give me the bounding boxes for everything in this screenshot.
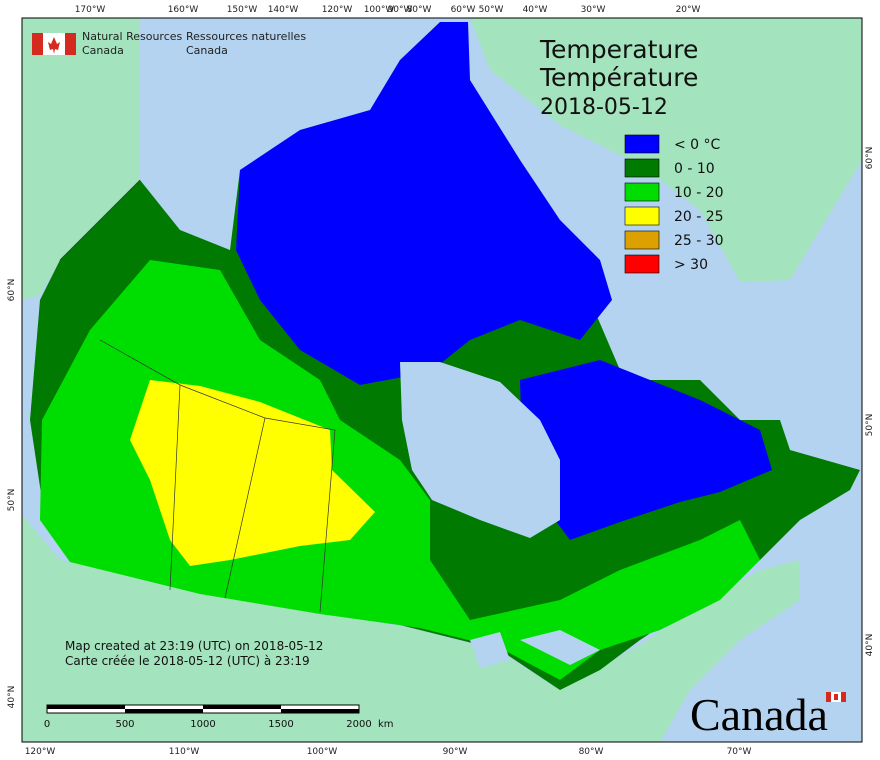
- legend-label: > 30: [674, 257, 708, 273]
- legend-label: 10 - 20: [674, 185, 724, 201]
- legend-swatch: [624, 230, 660, 250]
- flag-bar: [32, 33, 43, 55]
- org-en: Canada: [82, 44, 124, 57]
- graticule-label-left: 50°N: [7, 489, 17, 512]
- legend-label: 25 - 30: [674, 233, 724, 249]
- greenland: [470, 18, 862, 282]
- credits: Map created at 23:19 (UTC) on 2018-05-12…: [65, 639, 323, 668]
- canada-zone-below-0-arctic: [236, 22, 612, 385]
- credit-en: Map created at 23:19 (UTC) on 2018-05-12: [65, 639, 323, 653]
- scale-bar-segment: [203, 705, 281, 709]
- great-lakes: [470, 630, 600, 668]
- graticule-label-top: 170°W: [75, 5, 106, 15]
- org-fr: Canada: [186, 44, 228, 57]
- flag-leaf: [48, 37, 60, 54]
- graticule-label-right: 40°N: [865, 634, 875, 657]
- legend: < 0 °C 0 - 10 10 - 20 20 - 25 25 - 30 > 30: [624, 134, 724, 274]
- graticule-label-bottom: 70°W: [727, 747, 752, 757]
- graticule-label-bottom: 110°W: [169, 747, 200, 757]
- hudson-bay: [400, 362, 560, 538]
- credit-fr: Carte créée le 2018-05-12 (UTC) à 23:19: [65, 654, 310, 668]
- graticule-label-right: 50°N: [865, 414, 875, 437]
- graticule-label-top: 100°W: [364, 5, 395, 15]
- map-frame: [21, 17, 863, 743]
- scale-unit: km: [378, 719, 394, 730]
- map-date: 2018-05-12: [540, 95, 668, 120]
- graticule-label-left: 60°N: [7, 279, 17, 302]
- graticule-label-right: 60°N: [865, 147, 875, 170]
- graticule-label-top: 30°W: [581, 5, 606, 15]
- flag-bar: [65, 33, 76, 55]
- graticule-label-left: 40°N: [7, 686, 17, 709]
- graticule-label-top: 20°W: [676, 5, 701, 15]
- scale-tick-label: 1500: [268, 719, 293, 730]
- legend-swatch: [624, 254, 660, 274]
- org-fr: Ressources naturelles: [186, 30, 306, 43]
- canada-zone-below-0-quebec: [520, 360, 772, 540]
- legend-swatch: [624, 134, 660, 154]
- legend-label: 0 - 10: [674, 161, 715, 177]
- graticule-label-top: 40°W: [523, 5, 548, 15]
- graticule-label-bottom: 100°W: [307, 747, 338, 757]
- legend-label: < 0 °C: [674, 137, 721, 153]
- graticule-labels: 170°W 160°W 150°W 140°W 120°W 100°W90°W80°W 60…: [7, 5, 875, 757]
- graticule-label-top: 160°W: [168, 5, 199, 15]
- scale-tick-label: 0: [44, 719, 50, 730]
- graticule-label-top: 150°W: [227, 5, 258, 15]
- borders: [59, 179, 336, 613]
- title-block: Temperature Température 2018-05-12: [539, 35, 698, 120]
- scale-bar-segment: [125, 709, 203, 713]
- legend-label: 20 - 25: [674, 209, 724, 225]
- graticule-label-bottom: 80°W: [579, 747, 604, 757]
- united-states: [22, 515, 800, 742]
- wordmark-flag-leaf: [834, 694, 838, 700]
- graticule-label-top: 80°W: [407, 5, 432, 15]
- alaska: [22, 18, 140, 300]
- graticule-label-top: 50°W: [479, 5, 504, 15]
- scale-bar: km 0 500 1000 1500 2000: [44, 704, 394, 730]
- graticule-label-bottom: 90°W: [443, 747, 468, 757]
- graticule-label-top: 140°W: [268, 5, 299, 15]
- graticule-label-top: 60°W: [451, 5, 476, 15]
- legend-swatch: [624, 158, 660, 178]
- graticule-label-bottom: 120°W: [25, 747, 56, 757]
- graticule-label-top: 90°W: [388, 5, 413, 15]
- canada-zone-10-20: [40, 260, 760, 680]
- scale-tick-label: 1000: [190, 719, 215, 730]
- legend-swatch: [624, 182, 660, 202]
- canada-wordmark: Canada: [690, 689, 846, 740]
- wordmark-flag-bar: [841, 692, 846, 702]
- scale-tick-label: 500: [115, 719, 134, 730]
- wordmark: Canada: [690, 689, 828, 740]
- graticule-label-top: 120°W: [322, 5, 353, 15]
- title-en: Temperature: [539, 35, 698, 64]
- border-sk-mb: [264, 417, 336, 613]
- frame-border: [21, 17, 863, 743]
- title-fr: Température: [539, 63, 698, 92]
- scale-tick-label: 2000: [346, 719, 371, 730]
- nrcan-header: Natural Resources Canada Ressources natu…: [32, 30, 306, 57]
- org-en: Natural Resources: [82, 30, 183, 43]
- wordmark-flag-bar: [826, 692, 831, 702]
- scale-bar-segment: [281, 709, 359, 713]
- legend-swatch: [624, 206, 660, 226]
- scale-bar-segment: [47, 705, 125, 709]
- border-yt: [59, 179, 141, 261]
